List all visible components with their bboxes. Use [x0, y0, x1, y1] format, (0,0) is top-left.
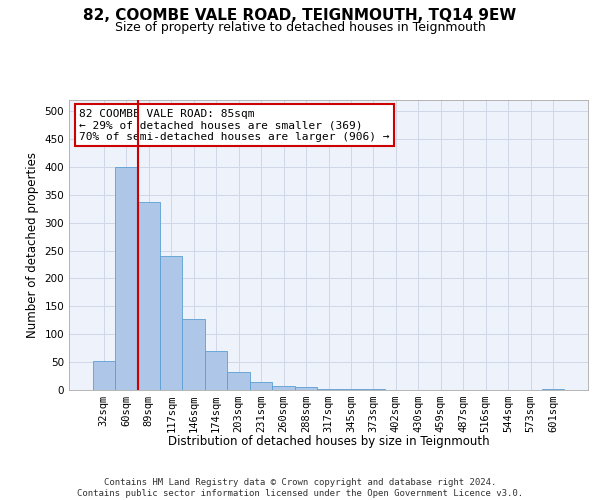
- Bar: [182, 318, 205, 390]
- Bar: [227, 372, 250, 390]
- Bar: [295, 387, 317, 390]
- Text: 82, COOMBE VALE ROAD, TEIGNMOUTH, TQ14 9EW: 82, COOMBE VALE ROAD, TEIGNMOUTH, TQ14 9…: [83, 8, 517, 22]
- Bar: [115, 167, 137, 390]
- Y-axis label: Number of detached properties: Number of detached properties: [26, 152, 39, 338]
- Bar: [317, 389, 340, 390]
- Bar: [205, 351, 227, 390]
- Bar: [92, 361, 115, 390]
- Text: Contains HM Land Registry data © Crown copyright and database right 2024.
Contai: Contains HM Land Registry data © Crown c…: [77, 478, 523, 498]
- Text: 82 COOMBE VALE ROAD: 85sqm
← 29% of detached houses are smaller (369)
70% of sem: 82 COOMBE VALE ROAD: 85sqm ← 29% of deta…: [79, 108, 390, 142]
- Text: Distribution of detached houses by size in Teignmouth: Distribution of detached houses by size …: [168, 435, 490, 448]
- Bar: [160, 256, 182, 390]
- Bar: [250, 382, 272, 390]
- Bar: [272, 386, 295, 390]
- Text: Size of property relative to detached houses in Teignmouth: Size of property relative to detached ho…: [115, 21, 485, 34]
- Bar: [137, 202, 160, 390]
